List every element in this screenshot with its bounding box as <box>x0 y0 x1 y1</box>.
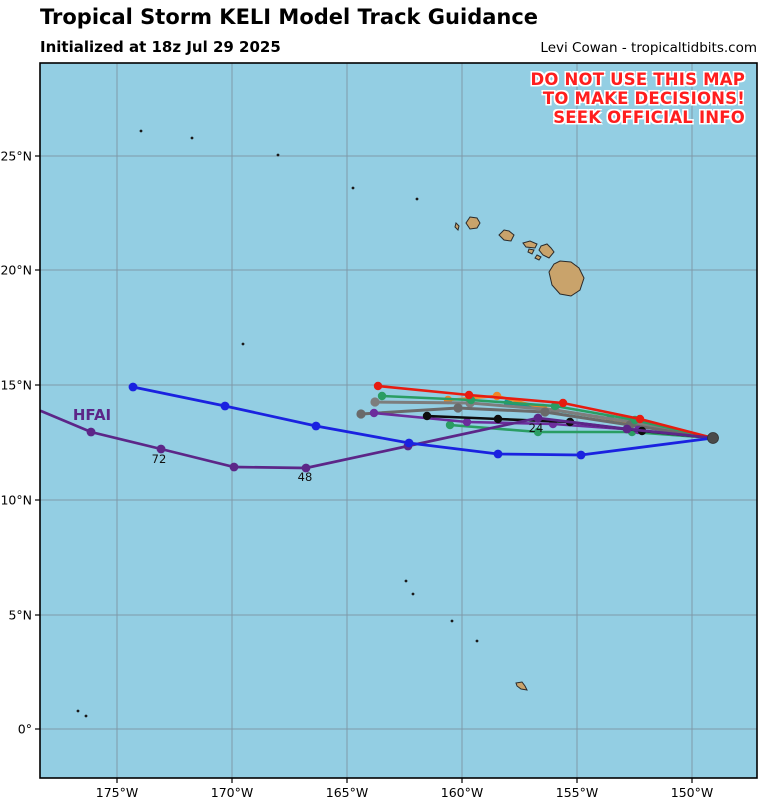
track-dot-model-violet <box>462 417 472 427</box>
track-dot-model-blue <box>404 438 414 448</box>
island-molokai <box>522 240 538 249</box>
track-dot-HFAI <box>622 424 632 434</box>
y-axis-tick-label: 15°N <box>0 378 32 393</box>
track-dot-model-blue <box>128 382 138 392</box>
hour-label-72: 72 <box>152 452 167 466</box>
track-dot-model-red <box>464 390 474 400</box>
track-dot-HFAI <box>229 462 239 472</box>
island-kiritimati <box>515 681 528 691</box>
y-axis-tick-label: 25°N <box>0 149 32 164</box>
island-niihau <box>454 222 460 231</box>
y-axis-tick-label: 5°N <box>8 608 32 623</box>
track-dot-model-seagreen-upper <box>550 401 560 411</box>
island-speck <box>411 592 415 596</box>
x-axis-tick-label: 160°W <box>441 785 483 800</box>
track-dot-model-blue <box>220 401 230 411</box>
track-dot-model-red <box>635 414 645 424</box>
island-speck <box>84 714 88 718</box>
track-dot-model-seagreen-upper <box>377 391 387 401</box>
island-lanai <box>527 248 535 255</box>
island-kahoolawe <box>534 254 542 261</box>
track-dot-model-seagreen-lower <box>445 420 455 430</box>
track-dot-model-gray-lower <box>453 403 463 413</box>
hour-label-24: 24 <box>529 421 544 435</box>
x-axis-tick-label: 155°W <box>556 785 598 800</box>
track-dot-HFAI <box>301 463 311 473</box>
island-speck <box>351 186 355 190</box>
credit-text: Levi Cowan - tropicaltidbits.com <box>540 40 757 56</box>
island-speck <box>415 197 419 201</box>
warning-line-3: SEEK OFFICIAL INFO <box>553 108 745 127</box>
track-dot-HFAI <box>533 413 543 423</box>
track-dot-model-blue <box>311 421 321 431</box>
island-speck <box>76 709 80 713</box>
island-speck <box>450 619 454 623</box>
warning-line-1: DO NOT USE THIS MAP <box>530 70 745 89</box>
track-dot-HFAI <box>156 444 166 454</box>
track-dot-model-blue <box>576 450 586 460</box>
x-axis-tick-label: 165°W <box>326 785 368 800</box>
island-kauai <box>465 216 481 230</box>
storm-start-dot <box>707 432 719 444</box>
hour-label-48: 48 <box>298 470 313 484</box>
page-title: Tropical Storm KELI Model Track Guidance <box>40 5 539 29</box>
track-dot-model-violet <box>369 408 379 418</box>
track-dot-model-gray-lower <box>540 407 550 417</box>
track-dot-model-blue <box>493 449 503 459</box>
x-axis-tick-label: 150°W <box>671 785 713 800</box>
track-dot-model-red <box>373 381 383 391</box>
island-speck <box>241 342 245 346</box>
island-oahu <box>498 229 515 242</box>
y-axis-tick-label: 0° <box>18 722 32 737</box>
track-dot-model-gray-upper <box>370 397 380 407</box>
map-border <box>39 62 758 779</box>
track-dot-model-gray-lower <box>356 409 366 419</box>
x-axis-tick-label: 175°W <box>96 785 138 800</box>
island-speck <box>404 579 408 583</box>
x-axis-tick-label: 170°W <box>211 785 253 800</box>
warning-text: DO NOT USE THIS MAP TO MAKE DECISIONS! S… <box>530 70 745 127</box>
warning-line-2: TO MAKE DECISIONS! <box>542 89 745 108</box>
track-dot-model-black <box>493 414 503 424</box>
island-speck <box>190 136 194 140</box>
track-dot-model-red <box>558 398 568 408</box>
track-dot-model-black <box>422 411 432 421</box>
island-speck <box>475 639 479 643</box>
island-maui <box>538 243 555 259</box>
island-speck <box>276 153 280 157</box>
track-dot-HFAI <box>86 427 96 437</box>
init-time-subtitle: Initialized at 18z Jul 29 2025 <box>40 38 281 56</box>
model-label-hfai: HFAI <box>73 406 111 424</box>
y-axis-tick-label: 20°N <box>0 263 32 278</box>
y-axis-tick-label: 10°N <box>0 493 32 508</box>
island-big-island <box>548 260 585 297</box>
track-dot-model-seagreen-lower <box>533 427 543 437</box>
island-speck <box>139 129 143 133</box>
